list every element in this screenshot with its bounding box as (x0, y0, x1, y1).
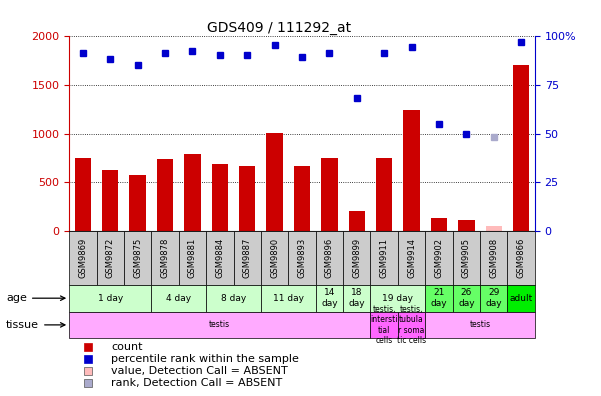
Text: GSM9869: GSM9869 (78, 238, 87, 278)
Text: adult: adult (510, 294, 533, 303)
Text: GSM9878: GSM9878 (160, 238, 169, 278)
Text: age: age (6, 293, 65, 303)
Text: percentile rank within the sample: percentile rank within the sample (111, 354, 299, 364)
Text: 8 day: 8 day (221, 294, 246, 303)
Text: GSM9905: GSM9905 (462, 238, 471, 278)
Bar (426, 231, 453, 285)
Text: GSM9899: GSM9899 (352, 238, 361, 278)
Text: 19 day: 19 day (382, 294, 413, 303)
Bar (239, 166, 255, 231)
Text: value, Detection Call = ABSENT: value, Detection Call = ABSENT (111, 366, 288, 376)
Bar (206, 285, 261, 312)
Bar (69, 231, 97, 285)
Bar (343, 231, 370, 285)
Text: GSM9887: GSM9887 (243, 238, 252, 278)
Bar (458, 220, 475, 231)
Bar (69, 312, 370, 338)
Text: count: count (111, 342, 142, 352)
Bar (261, 285, 316, 312)
Text: testis,
tubula
r soma
tic cells: testis, tubula r soma tic cells (397, 305, 426, 345)
Bar (321, 158, 338, 231)
Bar (151, 231, 178, 285)
Bar (316, 231, 343, 285)
Text: testis,
intersti
tial
cells: testis, intersti tial cells (370, 305, 398, 345)
Bar (370, 285, 426, 312)
Bar (97, 231, 124, 285)
Bar (480, 231, 507, 285)
Bar (157, 159, 173, 231)
Bar (266, 133, 283, 231)
Text: testis: testis (209, 320, 230, 329)
Bar (349, 211, 365, 231)
Bar (431, 218, 447, 231)
Text: GSM9911: GSM9911 (380, 238, 389, 278)
Bar (426, 285, 453, 312)
Bar (398, 312, 426, 338)
Text: GSM9902: GSM9902 (435, 238, 444, 278)
Bar (398, 231, 426, 285)
Bar (486, 226, 502, 231)
Text: GSM9893: GSM9893 (297, 238, 307, 278)
Bar (316, 285, 343, 312)
Text: 4 day: 4 day (166, 294, 191, 303)
Bar (102, 170, 118, 231)
Text: 1 day: 1 day (97, 294, 123, 303)
Bar (370, 231, 398, 285)
Text: 14
day: 14 day (321, 289, 338, 308)
Bar (453, 285, 480, 312)
Title: GDS409 / 111292_at: GDS409 / 111292_at (207, 21, 351, 34)
Text: 21
day: 21 day (431, 289, 447, 308)
Bar (184, 154, 201, 231)
Text: GSM9884: GSM9884 (215, 238, 224, 278)
Text: 11 day: 11 day (273, 294, 304, 303)
Bar (513, 65, 529, 231)
Text: testis: testis (469, 320, 490, 329)
Bar (206, 231, 234, 285)
Text: 18
day: 18 day (349, 289, 365, 308)
Text: GSM9896: GSM9896 (325, 238, 334, 278)
Bar (507, 285, 535, 312)
Text: 26
day: 26 day (458, 289, 475, 308)
Bar (426, 312, 535, 338)
Bar (343, 285, 370, 312)
Text: tissue: tissue (6, 320, 65, 330)
Bar (212, 164, 228, 231)
Bar (178, 231, 206, 285)
Bar (294, 166, 310, 231)
Bar (129, 175, 146, 231)
Bar (453, 231, 480, 285)
Bar (288, 231, 316, 285)
Bar (124, 231, 151, 285)
Bar (69, 285, 151, 312)
Text: GSM9890: GSM9890 (270, 238, 279, 278)
Text: GSM9875: GSM9875 (133, 238, 142, 278)
Text: 29
day: 29 day (486, 289, 502, 308)
Text: rank, Detection Call = ABSENT: rank, Detection Call = ABSENT (111, 378, 282, 388)
Bar (376, 158, 392, 231)
Bar (234, 231, 261, 285)
Bar (75, 158, 91, 231)
Bar (151, 285, 206, 312)
Bar (261, 231, 288, 285)
Text: GSM9881: GSM9881 (188, 238, 197, 278)
Bar (370, 312, 398, 338)
Bar (403, 110, 420, 231)
Text: GSM9914: GSM9914 (407, 238, 416, 278)
Text: GSM9866: GSM9866 (517, 238, 526, 278)
Bar (507, 231, 535, 285)
Text: GSM9872: GSM9872 (106, 238, 115, 278)
Text: GSM9908: GSM9908 (489, 238, 498, 278)
Bar (480, 285, 507, 312)
